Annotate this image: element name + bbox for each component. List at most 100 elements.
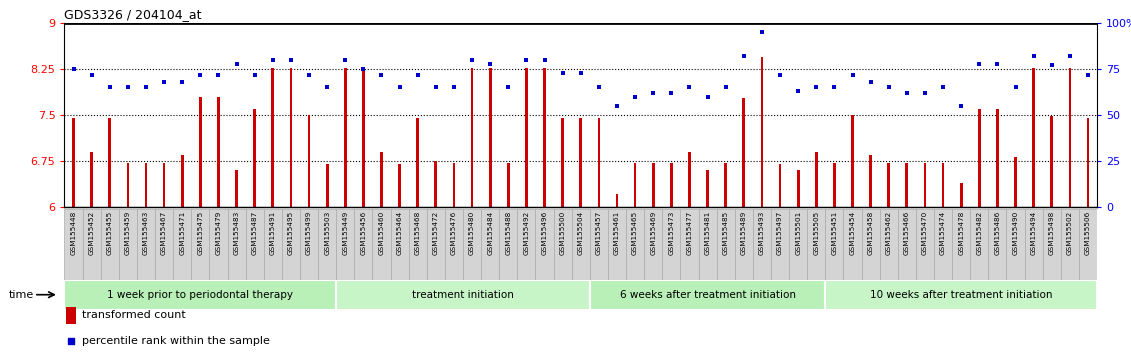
Point — [789, 88, 808, 94]
Point — [808, 85, 826, 90]
Point — [517, 57, 535, 63]
Bar — [1007, 209, 1025, 280]
Text: GSM155482: GSM155482 — [976, 211, 983, 255]
Text: GSM155479: GSM155479 — [215, 211, 222, 255]
Text: GSM155499: GSM155499 — [307, 211, 312, 255]
Bar — [245, 209, 264, 280]
Bar — [181, 155, 183, 207]
Bar — [880, 209, 898, 280]
Bar — [789, 209, 808, 280]
Point — [264, 57, 282, 63]
Bar — [952, 209, 970, 280]
Text: GSM155496: GSM155496 — [542, 211, 547, 255]
Point — [590, 85, 608, 90]
Bar — [452, 163, 456, 207]
Text: GSM155494: GSM155494 — [1030, 211, 1037, 255]
Text: GSM155468: GSM155468 — [415, 211, 421, 255]
Text: GSM155489: GSM155489 — [741, 211, 746, 255]
Bar — [264, 209, 282, 280]
Point — [645, 90, 663, 96]
Text: GSM155481: GSM155481 — [705, 211, 710, 255]
Bar — [209, 209, 227, 280]
Text: percentile rank within the sample: percentile rank within the sample — [83, 336, 270, 346]
Text: GSM155505: GSM155505 — [813, 211, 819, 255]
Bar — [898, 209, 916, 280]
Text: GSM155485: GSM155485 — [723, 211, 728, 255]
Bar — [615, 194, 619, 207]
Text: treatment initiation: treatment initiation — [412, 290, 513, 300]
Point — [608, 103, 627, 109]
Point — [663, 90, 681, 96]
Point — [354, 66, 372, 72]
Point — [191, 72, 209, 78]
Bar — [362, 68, 364, 207]
Bar — [742, 98, 745, 207]
Bar — [72, 118, 75, 207]
Bar — [717, 209, 735, 280]
Bar — [543, 68, 546, 207]
Bar — [699, 209, 717, 280]
Bar — [688, 152, 691, 207]
Point — [880, 85, 898, 90]
Bar — [1079, 209, 1097, 280]
Bar — [771, 209, 789, 280]
Bar — [282, 209, 300, 280]
Bar — [444, 209, 463, 280]
Bar — [978, 109, 981, 207]
Bar — [326, 164, 328, 207]
Bar — [906, 163, 908, 207]
Bar — [724, 163, 727, 207]
Bar — [844, 209, 862, 280]
Bar — [271, 68, 274, 207]
Bar — [155, 209, 173, 280]
Text: GSM155501: GSM155501 — [795, 211, 801, 255]
Bar — [470, 68, 474, 207]
Bar — [1033, 68, 1035, 207]
Bar — [416, 118, 420, 207]
Bar — [163, 163, 165, 207]
Point — [173, 79, 191, 85]
Bar — [191, 209, 209, 280]
Bar — [354, 209, 372, 280]
Bar — [390, 209, 408, 280]
Bar — [597, 118, 601, 207]
Text: GSM155500: GSM155500 — [560, 211, 566, 255]
Bar — [173, 209, 191, 280]
Point — [83, 72, 101, 78]
Point — [735, 53, 753, 59]
Bar — [797, 170, 800, 207]
Bar — [119, 209, 137, 280]
Bar — [507, 163, 510, 207]
Bar — [308, 115, 310, 207]
Point — [463, 57, 481, 63]
Point — [553, 70, 571, 75]
Point — [282, 57, 300, 63]
Bar — [380, 152, 383, 207]
Text: GSM155498: GSM155498 — [1048, 211, 1055, 255]
Text: GSM155472: GSM155472 — [433, 211, 439, 255]
Text: GSM155460: GSM155460 — [379, 211, 385, 255]
Text: transformed count: transformed count — [83, 310, 185, 320]
Bar — [924, 163, 926, 207]
Text: GSM155461: GSM155461 — [614, 211, 620, 255]
Bar — [336, 280, 590, 310]
Bar — [481, 209, 499, 280]
Text: GSM155470: GSM155470 — [922, 211, 927, 255]
Point — [444, 85, 463, 90]
Text: GSM155463: GSM155463 — [143, 211, 149, 255]
Bar — [199, 97, 201, 207]
Point — [952, 103, 970, 109]
Text: GSM155477: GSM155477 — [687, 211, 692, 255]
Text: GSM155448: GSM155448 — [70, 211, 77, 255]
Bar — [627, 209, 645, 280]
Text: GSM155480: GSM155480 — [469, 211, 475, 255]
Text: GSM155478: GSM155478 — [958, 211, 965, 255]
Text: GSM155457: GSM155457 — [596, 211, 602, 255]
Bar — [127, 163, 129, 207]
Bar — [489, 68, 492, 207]
Bar — [808, 209, 826, 280]
Text: GSM155493: GSM155493 — [759, 211, 765, 255]
Bar — [608, 209, 627, 280]
Point — [372, 72, 390, 78]
Bar — [90, 152, 93, 207]
